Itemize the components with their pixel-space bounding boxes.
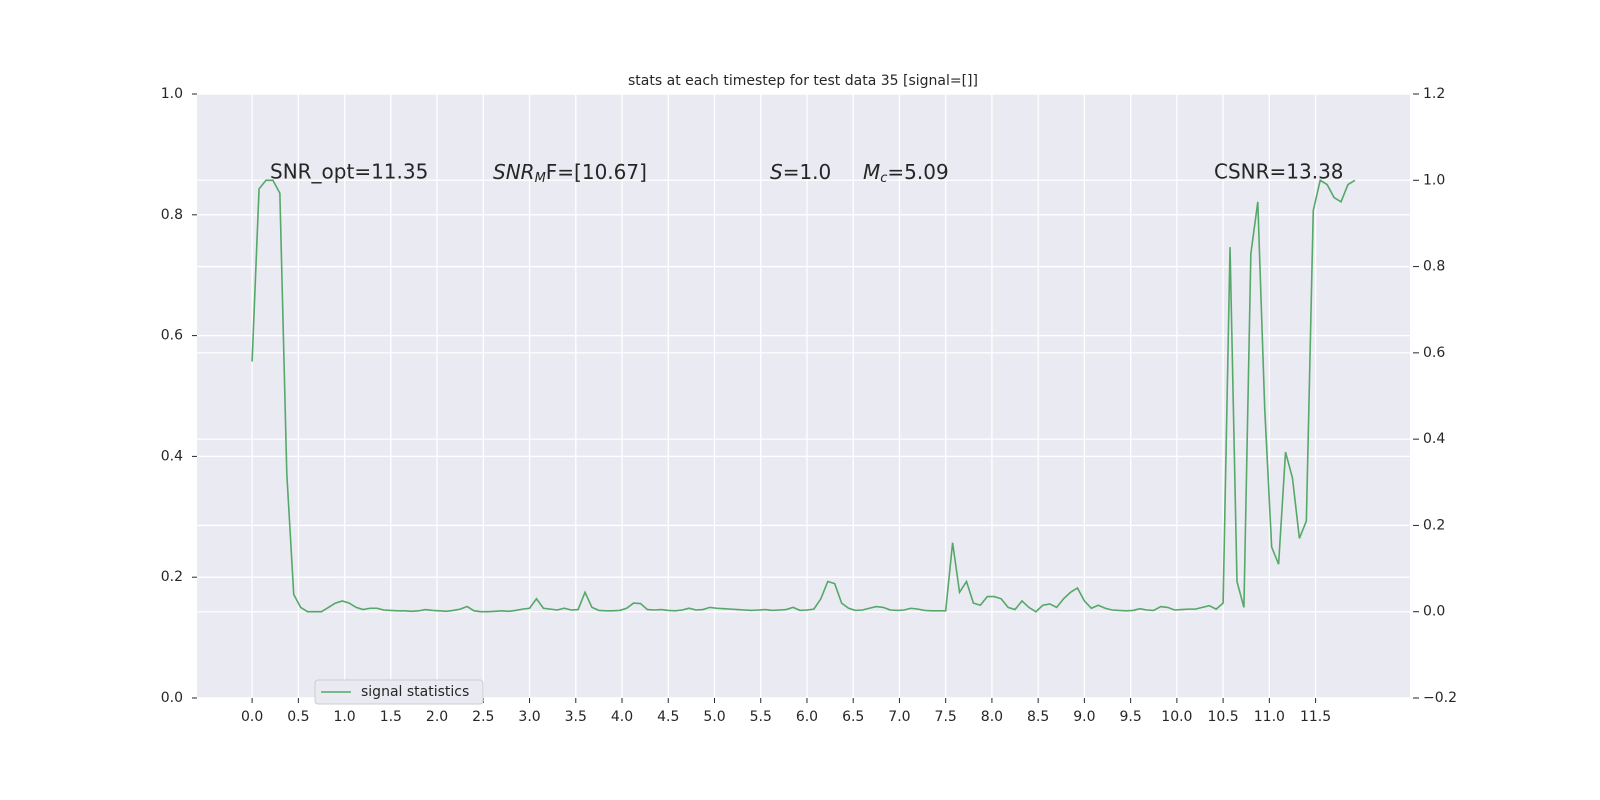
y-tick-label: 0.2 bbox=[161, 569, 183, 585]
x-tick-label: 6.0 bbox=[796, 709, 818, 725]
plot-area bbox=[197, 94, 1410, 698]
annotation-part: S bbox=[770, 160, 783, 184]
x-tick-label: 4.0 bbox=[611, 709, 633, 725]
annotation-part: c bbox=[880, 171, 887, 186]
y2-tick-label: 0.6 bbox=[1423, 345, 1445, 361]
annotation-part: M bbox=[863, 160, 880, 184]
x-tick-label: 10.0 bbox=[1161, 709, 1192, 725]
y-tick-label: 0.4 bbox=[161, 448, 183, 464]
x-tick-label: 3.0 bbox=[518, 709, 540, 725]
annotation: SNRMF=[10.67] bbox=[493, 160, 647, 186]
annotation-part: F=[10.67] bbox=[546, 160, 647, 184]
y-tick-label: 0.8 bbox=[161, 207, 183, 223]
annotation-part: M bbox=[535, 171, 546, 186]
x-tick-label: 9.5 bbox=[1119, 709, 1141, 725]
x-tick-label: 0.5 bbox=[287, 709, 309, 725]
x-tick-label: 0.0 bbox=[241, 709, 263, 725]
data-line bbox=[251, 179, 1356, 613]
annotation-part: SNR bbox=[493, 160, 535, 184]
y-tick-label: 1.0 bbox=[161, 86, 183, 102]
x-tick-label: 8.0 bbox=[981, 709, 1003, 725]
x-tick-label: 7.0 bbox=[888, 709, 910, 725]
x-tick-label: 2.5 bbox=[472, 709, 494, 725]
annotation-part: =5.09 bbox=[887, 160, 948, 184]
annotation: Mc=5.09 bbox=[863, 160, 949, 186]
annotation: S=1.0 bbox=[770, 160, 831, 184]
x-tick-label: 6.5 bbox=[842, 709, 864, 725]
y2-tick-label: 0.4 bbox=[1423, 431, 1445, 447]
x-tick-label: 10.5 bbox=[1208, 709, 1239, 725]
y2-tick-label: −0.2 bbox=[1423, 690, 1457, 706]
y2-tick-label: 1.2 bbox=[1423, 86, 1445, 102]
x-tick-label: 9.0 bbox=[1073, 709, 1095, 725]
x-tick-label: 11.0 bbox=[1254, 709, 1285, 725]
x-tick-label: 4.5 bbox=[657, 709, 679, 725]
y2-tick-label: 1.0 bbox=[1423, 172, 1445, 188]
x-tick-label: 11.5 bbox=[1300, 709, 1331, 725]
y-tick-label: 0.0 bbox=[161, 690, 183, 706]
y2-tick-label: 0.8 bbox=[1423, 259, 1445, 275]
x-tick-label: 5.0 bbox=[703, 709, 725, 725]
annotation: SNR_opt=11.35 bbox=[270, 160, 428, 184]
x-tick-label: 1.5 bbox=[380, 709, 402, 725]
legend-label: signal statistics bbox=[361, 684, 469, 700]
x-tick-label: 5.5 bbox=[750, 709, 772, 725]
x-tick-label: 1.0 bbox=[333, 709, 355, 725]
annotation: CSNR=13.38 bbox=[1214, 160, 1344, 184]
y-tick-label: 0.6 bbox=[161, 328, 183, 344]
x-tick-label: 3.5 bbox=[565, 709, 587, 725]
y2-tick-label: 0.0 bbox=[1423, 604, 1445, 620]
annotation-part: =1.0 bbox=[783, 160, 832, 184]
legend-box bbox=[314, 679, 484, 705]
x-tick-label: 7.5 bbox=[935, 709, 957, 725]
y2-tick-label: 0.2 bbox=[1423, 517, 1445, 533]
x-tick-label: 2.0 bbox=[426, 709, 448, 725]
chart-title: stats at each timestep for test data 35 … bbox=[628, 73, 978, 89]
x-tick-label: 8.5 bbox=[1027, 709, 1049, 725]
